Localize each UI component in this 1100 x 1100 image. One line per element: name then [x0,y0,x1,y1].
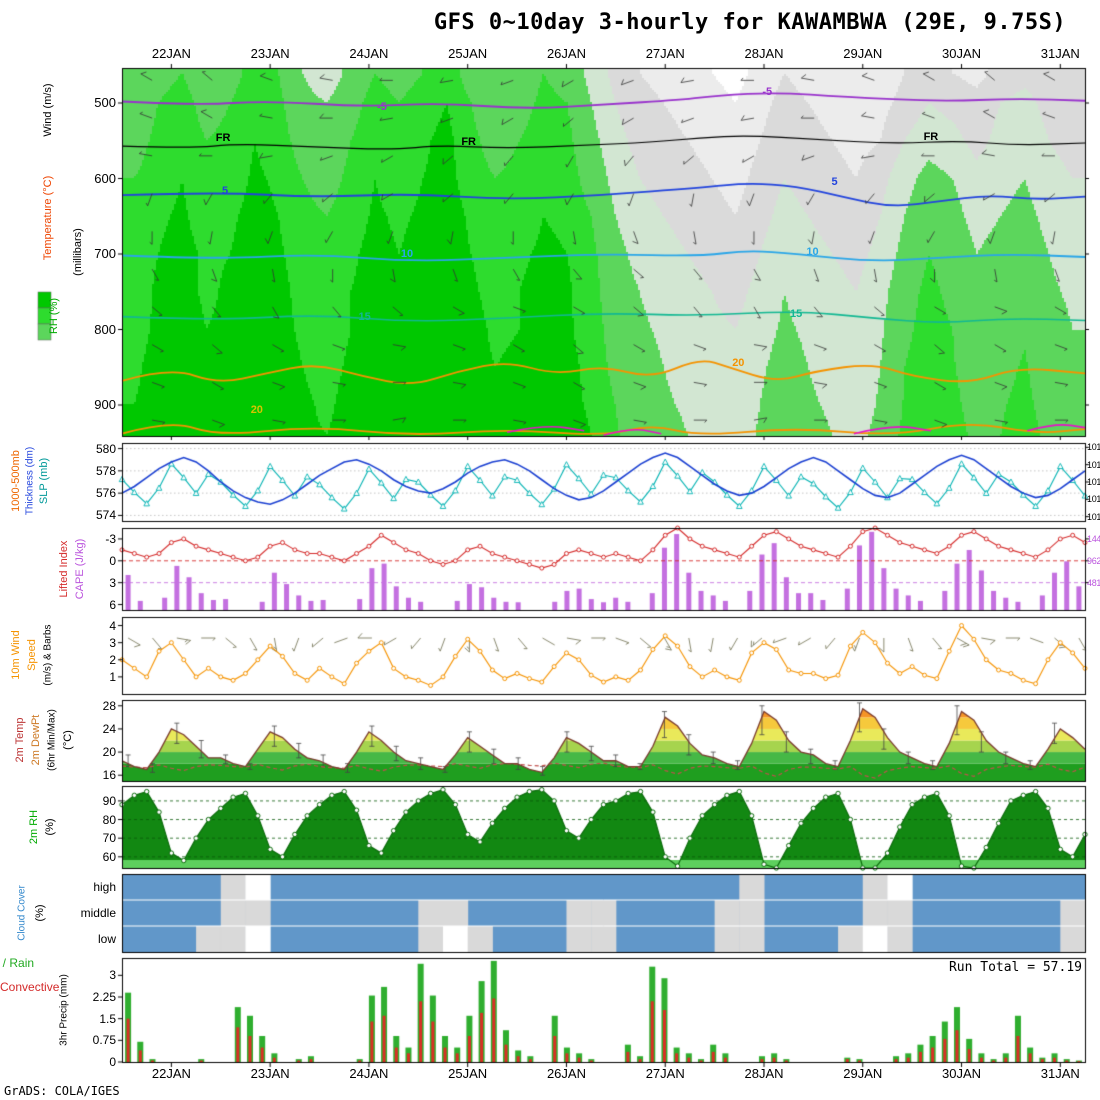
meteogram-page: GFS 0~10day 3-hourly for KAWAMBWA (29E, … [0,0,1100,1100]
meteogram-canvas [0,0,1100,1100]
